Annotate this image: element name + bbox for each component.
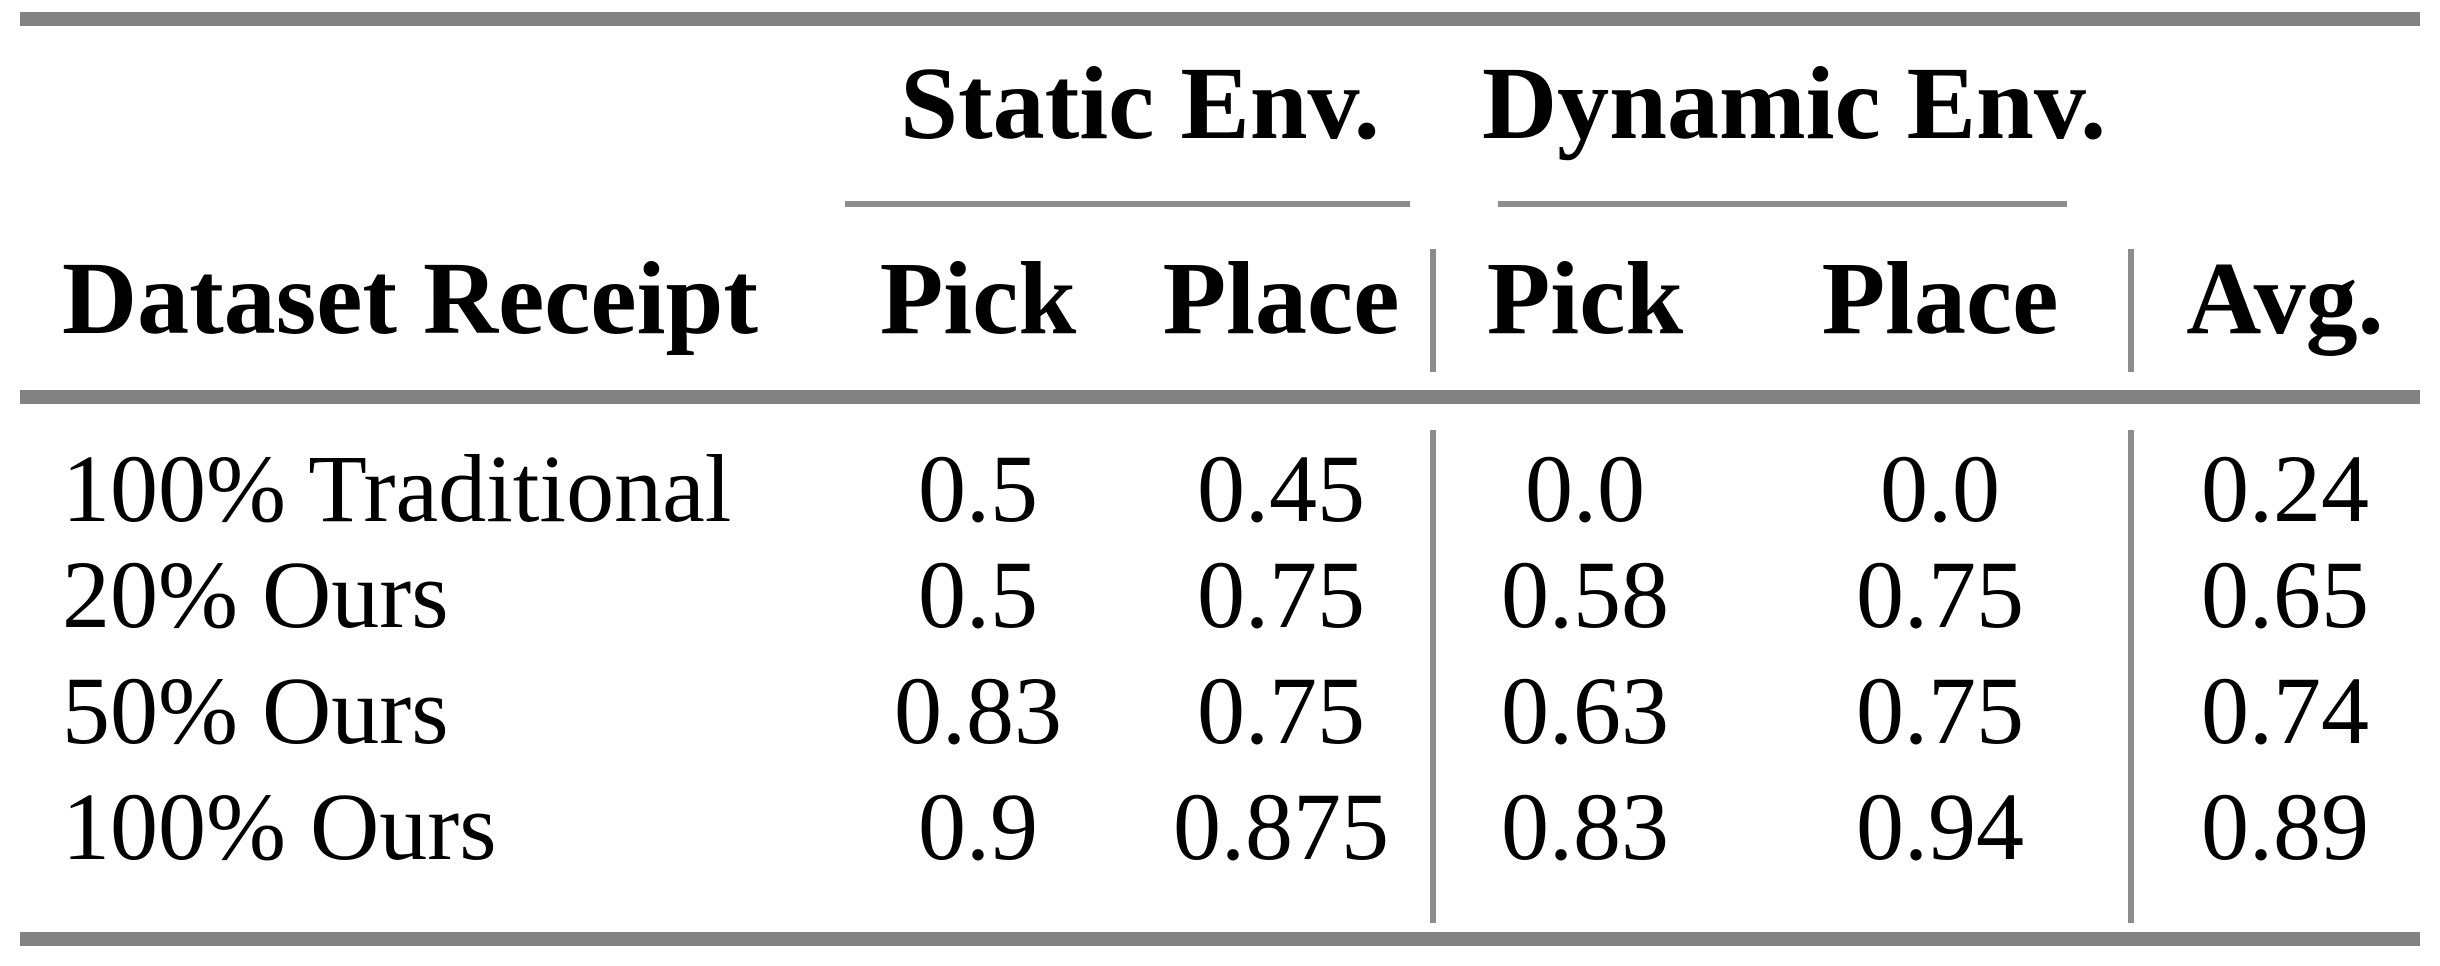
table-row: 100% Ours 0.9 0.875 0.83 0.94 0.89 (0, 779, 2440, 875)
table-row: 20% Ours 0.5 0.75 0.58 0.75 0.65 (0, 547, 2440, 643)
cell-static-place: 0.75 (1197, 541, 1365, 648)
cell-dataset: 100% Ours (62, 773, 497, 880)
cell-static-place: 0.45 (1197, 435, 1365, 542)
cmidrule-static (845, 201, 1410, 207)
vertical-rule-static-dynamic-header (1430, 249, 1436, 372)
cell-static-pick: 0.5 (918, 435, 1038, 542)
column-header-static-place: Place (1162, 241, 1400, 356)
cell-dynamic-pick: 0.0 (1525, 435, 1645, 542)
column-header-dynamic-pick: Pick (1486, 241, 1684, 356)
table-row: 100% Traditional 0.5 0.45 0.0 0.0 0.24 (0, 441, 2440, 537)
table-row: 50% Ours 0.83 0.75 0.63 0.75 0.74 (0, 663, 2440, 759)
cell-dynamic-pick: 0.58 (1501, 541, 1669, 648)
vertical-rule-static-dynamic-body (1430, 430, 1436, 923)
vertical-rule-dynamic-avg-header (2128, 249, 2134, 372)
cell-dynamic-place: 0.75 (1856, 657, 2024, 764)
column-header-avg: Avg. (2186, 241, 2384, 356)
cell-static-pick: 0.9 (918, 773, 1038, 880)
cell-dataset: 50% Ours (62, 657, 449, 764)
cell-avg: 0.65 (2201, 541, 2369, 648)
group-header-dynamic-env: Dynamic Env. (1482, 46, 2107, 161)
cmidrule-dynamic (1498, 201, 2067, 207)
cell-static-place: 0.75 (1197, 657, 1365, 764)
cell-dynamic-pick: 0.83 (1501, 773, 1669, 880)
cell-static-pick: 0.5 (918, 541, 1038, 648)
cell-dynamic-pick: 0.63 (1501, 657, 1669, 764)
column-header-dynamic-place: Place (1821, 241, 2059, 356)
bottom-rule (20, 932, 2420, 946)
header-midrule (20, 390, 2420, 404)
vertical-rule-dynamic-avg-body (2128, 430, 2134, 923)
column-header-static-pick: Pick (879, 241, 1077, 356)
cell-dataset: 20% Ours (62, 541, 449, 648)
cell-dynamic-place: 0.0 (1880, 435, 2000, 542)
cell-avg: 0.89 (2201, 773, 2369, 880)
cell-dynamic-place: 0.75 (1856, 541, 2024, 648)
cell-dynamic-place: 0.94 (1856, 773, 2024, 880)
top-rule (20, 12, 2420, 26)
column-header-dataset-receipt: Dataset Receipt (62, 241, 758, 356)
cell-static-pick: 0.83 (894, 657, 1062, 764)
cell-avg: 0.74 (2201, 657, 2369, 764)
cell-avg: 0.24 (2201, 435, 2369, 542)
group-header-static-env: Static Env. (900, 46, 1380, 161)
cell-dataset: 100% Traditional (62, 435, 732, 542)
cell-static-place: 0.875 (1173, 773, 1389, 880)
